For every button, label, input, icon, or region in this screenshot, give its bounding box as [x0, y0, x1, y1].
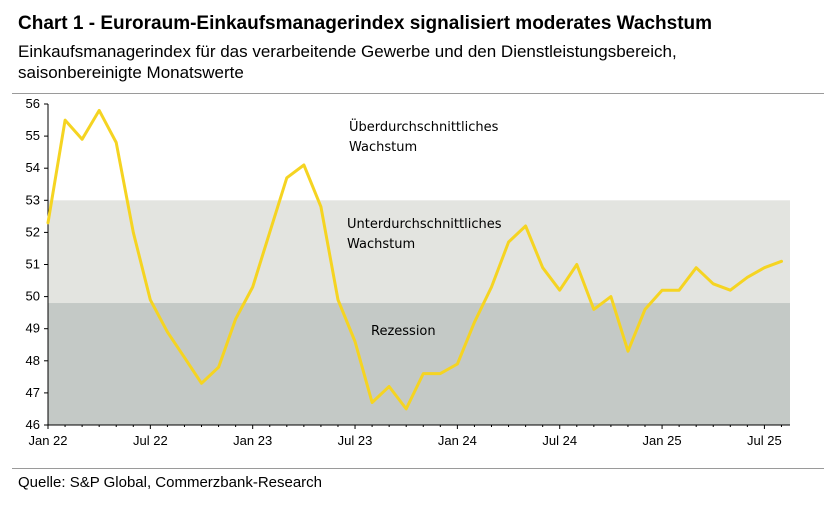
y-tick-label: 56	[26, 96, 40, 111]
y-tick-label: 46	[26, 417, 40, 432]
band-below-average-growth	[48, 200, 790, 304]
y-tick-label: 54	[26, 160, 40, 175]
chart-axes: 46 47 48 49 50 51 52 53 54 55 56 Jan 22 Jul 22 Jan 23…	[26, 96, 790, 448]
y-tick-label: 48	[26, 353, 40, 368]
x-tick-label: Jan 22	[28, 433, 67, 448]
zone-bands	[48, 200, 790, 425]
y-tick-label: 55	[26, 128, 40, 143]
x-tick-label: Jul 25	[747, 433, 782, 448]
y-tick-label: 49	[26, 321, 40, 336]
subtitle-line-2: saisonbereinigte Monatswerte	[18, 63, 244, 82]
label-below-average-growth-line-1: Unterdurchschnittliches	[347, 217, 502, 232]
pmi-series-line	[46, 108, 783, 411]
chart-series	[46, 108, 783, 411]
y-tick-label: 47	[26, 385, 40, 400]
y-tick-label: 50	[26, 289, 40, 304]
source-note: Quelle: S&P Global, Commerzbank-Research	[18, 474, 323, 491]
band-recession	[48, 303, 790, 425]
label-below-average-growth-line-2: Wachstum	[347, 237, 415, 252]
x-tick-label: Jul 24	[542, 433, 577, 448]
y-tick-label: 52	[26, 224, 40, 239]
chart-title: Chart 1 - Euroraum-Einkaufsmanagerindex …	[18, 13, 713, 34]
x-tick-label: Jul 23	[338, 433, 373, 448]
y-tick-label: 51	[26, 257, 40, 272]
subtitle-line-1: Einkaufsmanagerindex für das verarbeiten…	[18, 42, 677, 61]
y-tick-label: 53	[26, 192, 40, 207]
label-above-average-growth-line-2: Wachstum	[349, 140, 417, 155]
chart-subtitle: Einkaufsmanagerindex für das verarbeiten…	[18, 41, 818, 83]
bottom-divider	[12, 468, 824, 469]
x-tick-label: Jul 22	[133, 433, 168, 448]
x-tick-label: Jan 24	[438, 433, 477, 448]
zone-labels: Überdurchschnittliches Wachstum Unterdurch…	[347, 118, 502, 339]
x-tick-label: Jan 23	[233, 433, 272, 448]
x-tick-label: Jan 25	[643, 433, 682, 448]
label-above-average-growth-line-1: Überdurchschnittliches	[349, 118, 499, 135]
top-divider	[12, 93, 824, 94]
label-recession-line-1: Rezession	[371, 324, 436, 339]
